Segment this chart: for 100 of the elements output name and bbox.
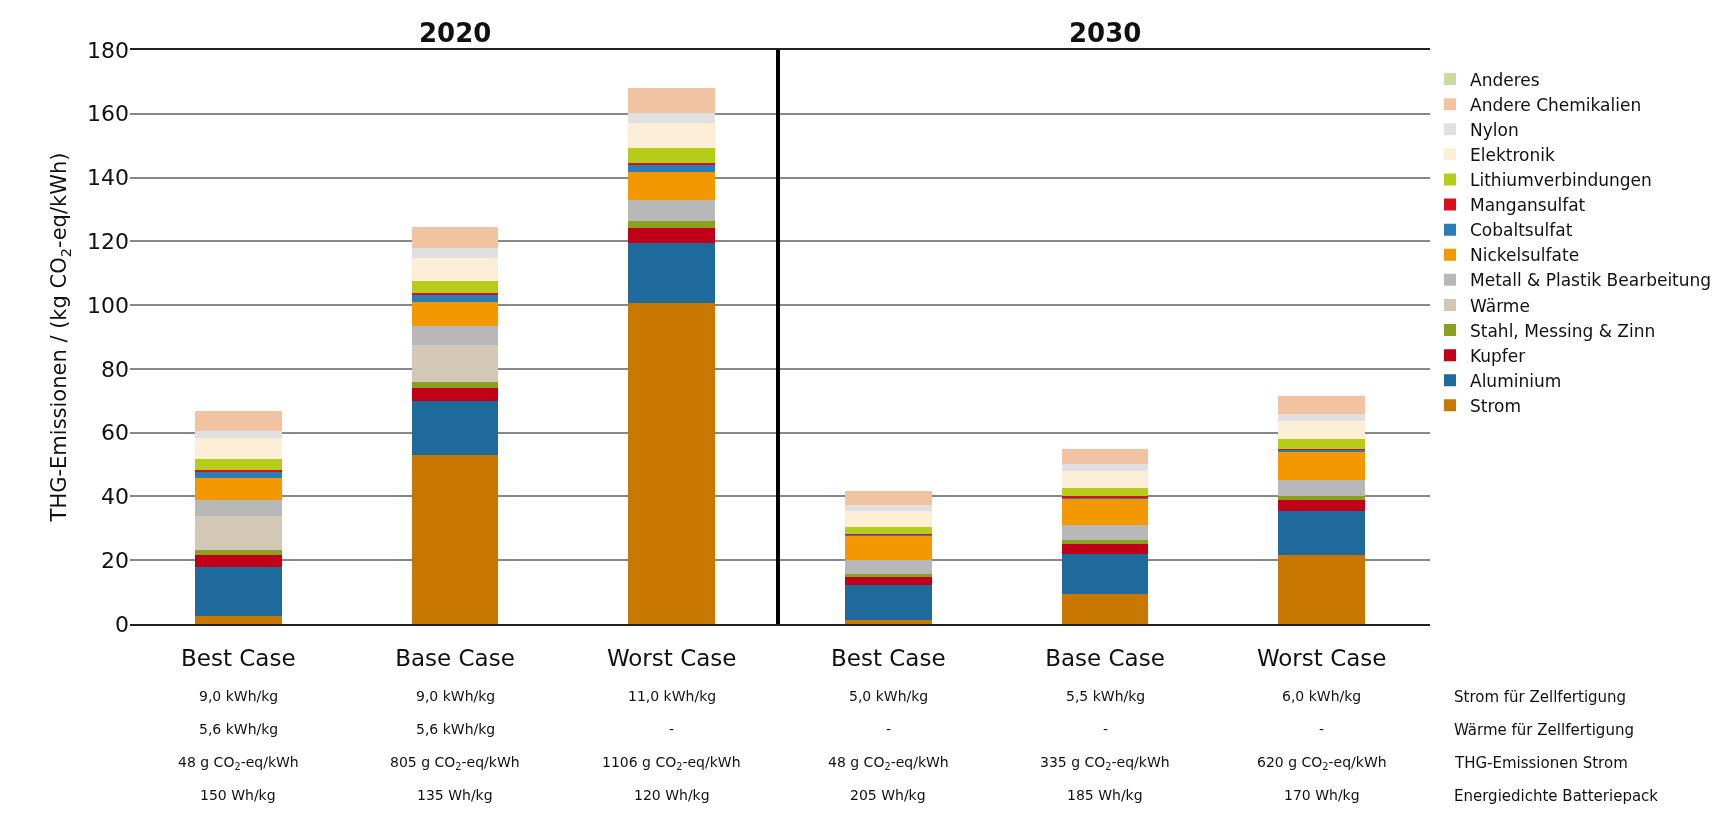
y-tick-label: 0: [115, 611, 129, 637]
bar: [1278, 421, 1365, 440]
legend-label: Wärme: [1470, 295, 1530, 316]
bar: [411, 387, 499, 402]
legend-label: Mangansulfat: [1470, 195, 1586, 216]
bar: [1278, 500, 1365, 512]
bar: [195, 566, 282, 616]
bar: [845, 490, 932, 506]
legend-label: Nickelsulfate: [1470, 245, 1580, 266]
bar: [411, 454, 499, 624]
bar: [195, 410, 282, 432]
bar: [845, 573, 932, 577]
bar: [1278, 554, 1365, 624]
bar: [195, 499, 282, 516]
bar: [1061, 448, 1149, 464]
bar: [1061, 543, 1149, 554]
text: 9,0 kWh/kg: [199, 688, 279, 704]
legend-label: Aluminium: [1470, 370, 1562, 391]
text: 135 Wh/kg: [417, 787, 493, 803]
bar: [1061, 470, 1149, 488]
bar: [411, 248, 499, 258]
text: -: [1319, 721, 1325, 737]
y-tick-label: 180: [87, 37, 129, 63]
text: THG-Emissionen Strom: [1454, 754, 1628, 772]
bar: [1278, 396, 1365, 414]
bar: [845, 527, 932, 535]
bar: [1061, 498, 1149, 526]
text: 5,6 kWh/kg: [416, 721, 496, 737]
bar: [195, 438, 282, 459]
bar: [1278, 511, 1365, 555]
bar: [845, 511, 932, 528]
bar: [628, 242, 715, 304]
bar: [1278, 439, 1365, 449]
bar: [628, 227, 715, 243]
text: Wärme für Zellfertigung: [1454, 721, 1634, 739]
text: 5,6 kWh/kg: [199, 721, 279, 737]
text: 9,0 kWh/kg: [416, 688, 496, 704]
bar: [845, 560, 932, 574]
bar: [195, 477, 282, 500]
x-tick-label: Best Case: [181, 644, 296, 671]
text: 5,0 kWh/kg: [849, 688, 929, 704]
x-tick-label: Base Case: [395, 644, 515, 671]
text: 620 g CO$_{2}$-eq/kWh: [1257, 754, 1387, 772]
bar: [411, 401, 499, 455]
bar: [845, 535, 932, 561]
bar: [1061, 553, 1149, 594]
bar: [411, 294, 499, 302]
text: 48 g CO$_{2}$-eq/kWh: [828, 754, 949, 772]
legend-label: Metall & Plastik Bearbeitung: [1470, 270, 1712, 291]
bar: [1061, 539, 1149, 544]
chart-title: 2020: [419, 18, 492, 48]
text: 185 Wh/kg: [1067, 787, 1143, 803]
bar: [628, 221, 715, 228]
y-tick-label: 40: [101, 484, 129, 510]
bar: [195, 555, 282, 567]
y-tick-label: 80: [101, 356, 129, 382]
legend-label: Strom: [1470, 395, 1522, 416]
bar: [411, 257, 499, 281]
bar: [628, 147, 715, 164]
text: Strom für Zellfertigung: [1454, 688, 1627, 706]
bar: [845, 585, 932, 621]
bar: [1061, 593, 1149, 624]
text: -: [886, 721, 892, 737]
bar: [845, 505, 932, 512]
bar: [628, 303, 715, 624]
text: -: [1103, 721, 1109, 737]
bar: [1278, 480, 1365, 497]
text: Energiedichte Batteriepack: [1454, 787, 1659, 805]
x-tick-label: Worst Case: [606, 644, 737, 671]
bar: [411, 381, 499, 388]
legend-label: Andere Chemikalien: [1470, 94, 1642, 115]
bar: [1278, 451, 1365, 481]
bar: [845, 620, 932, 624]
y-tick-label: 140: [87, 165, 129, 191]
y-tick-label: 100: [87, 292, 129, 318]
bar: [628, 123, 715, 148]
text: 335 g CO$_{2}$-eq/kWh: [1040, 754, 1170, 772]
bar: [411, 325, 499, 345]
bar: [845, 576, 932, 586]
bar: [411, 344, 499, 382]
bar: [195, 515, 282, 550]
bar: [628, 87, 715, 113]
bar: [628, 164, 715, 173]
legend-label: Anderes: [1470, 69, 1540, 90]
bar: [195, 471, 282, 478]
bar: [195, 431, 282, 439]
legend-label: Cobaltsulfat: [1470, 220, 1573, 241]
x-tick-label: Base Case: [1045, 644, 1165, 671]
bar: [411, 280, 499, 293]
x-tick-label: Worst Case: [1256, 644, 1387, 671]
text: 205 Wh/kg: [850, 787, 926, 803]
bar: [411, 292, 499, 295]
bar: [1061, 525, 1149, 540]
y-tick-label: 160: [87, 101, 129, 127]
text: 150 Wh/kg: [200, 787, 276, 803]
bar: [195, 549, 282, 556]
bar: [195, 458, 282, 471]
x-tick-label: Best Case: [831, 644, 946, 671]
legend-label: Kupfer: [1470, 345, 1526, 366]
bar: [1061, 463, 1149, 471]
